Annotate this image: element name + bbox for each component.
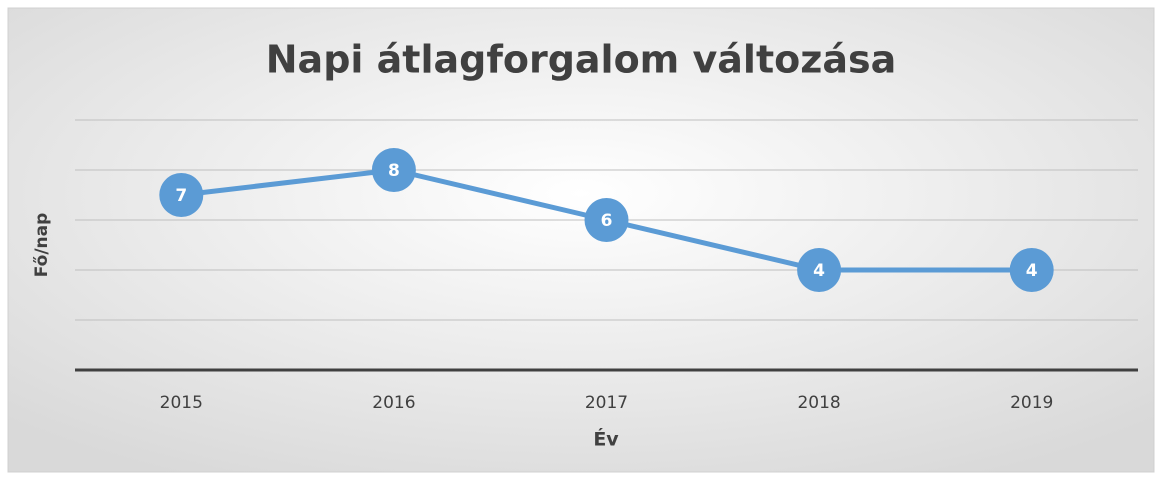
data-label: 4 (1026, 261, 1038, 281)
data-label: 8 (388, 161, 400, 181)
data-label: 7 (175, 186, 187, 206)
chart-background (7, 7, 1155, 473)
x-tick-label: 2016 (372, 393, 415, 413)
data-point (159, 173, 204, 217)
y-axis-label: Fő/nap (32, 213, 52, 278)
x-tick-label: 2018 (797, 393, 840, 413)
x-tick-label: 2015 (160, 393, 203, 413)
x-tick-label: 2019 (1010, 393, 1053, 413)
data-point (1009, 248, 1054, 292)
data-label: 4 (813, 261, 825, 281)
data-point (584, 198, 629, 242)
x-tick-label: 2017 (585, 393, 628, 413)
x-axis-label: Év (593, 428, 619, 451)
data-point (797, 248, 842, 292)
data-point (371, 148, 416, 192)
data-label: 6 (601, 211, 613, 231)
chart-title: Napi átlagforgalom változása (266, 38, 897, 82)
